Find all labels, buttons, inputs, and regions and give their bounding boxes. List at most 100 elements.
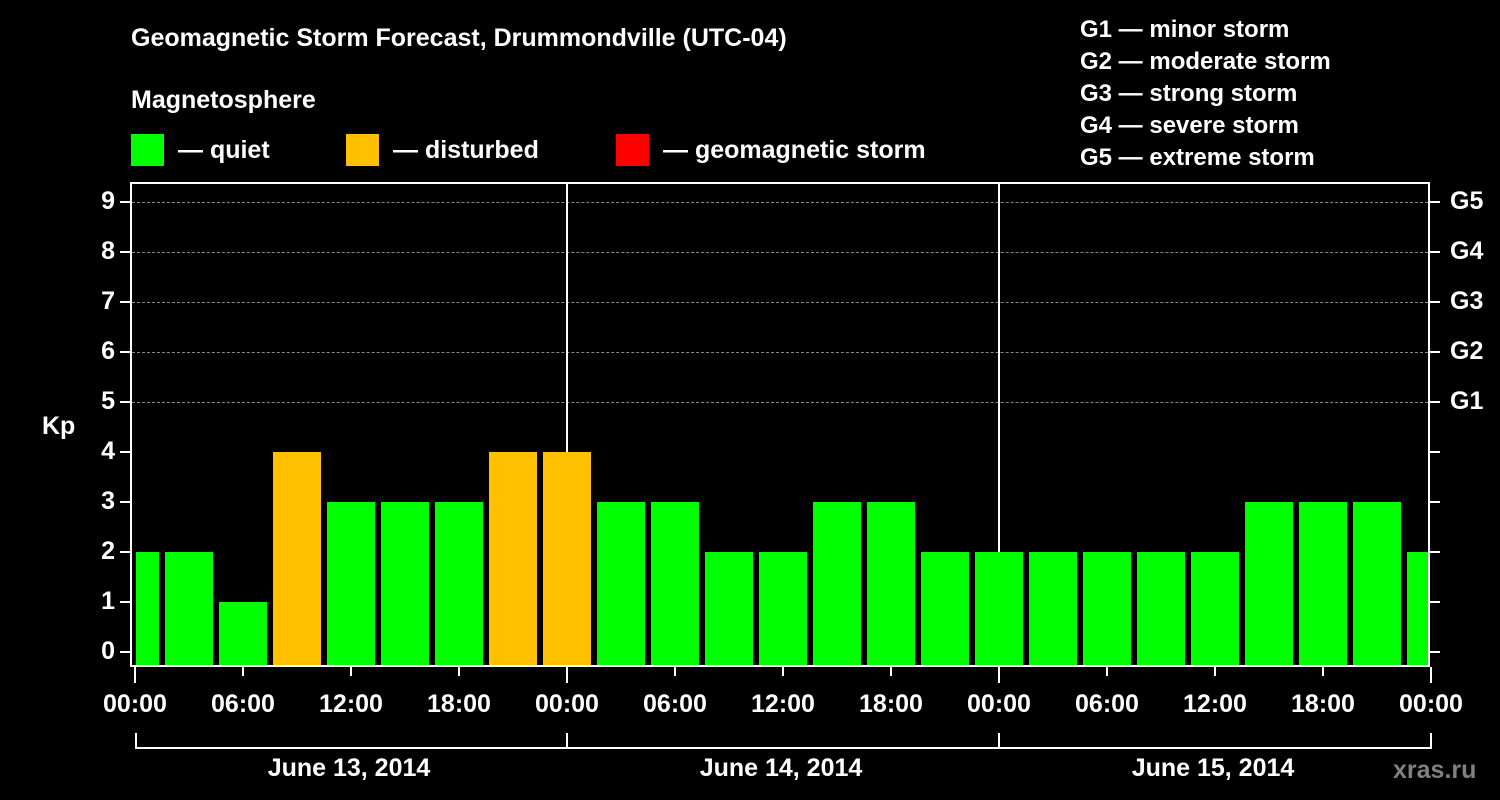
legend-quiet-label: — quiet <box>178 135 270 164</box>
g-scale-label: G3 <box>1450 287 1484 315</box>
legend-storm-label: — geomagnetic storm <box>663 135 926 164</box>
y-tick <box>120 351 130 353</box>
date-label-june-14: June 14, 2014 <box>699 754 863 782</box>
date-label-june-13: June 13, 2014 <box>267 754 431 782</box>
g1-legend: G1 — minor storm <box>1080 16 1290 43</box>
kp-bar <box>921 552 969 666</box>
y-tick-right <box>1430 551 1440 553</box>
day-separator-line <box>566 182 568 667</box>
kp-bar <box>867 502 915 666</box>
g-scale-label: G4 <box>1450 237 1484 265</box>
kp-bar <box>219 602 267 666</box>
kp-bar <box>759 552 807 666</box>
x-tick <box>998 667 1000 683</box>
x-tick <box>1106 667 1108 676</box>
y-tick-label: 4 <box>101 437 115 465</box>
gridline <box>132 402 1428 403</box>
kp-bar <box>1299 502 1347 666</box>
y-tick <box>120 301 130 303</box>
x-tick-label: 18:00 <box>1291 690 1355 718</box>
kp-bar <box>1083 552 1131 666</box>
watermark: xras.ru <box>1393 756 1477 784</box>
y-tick-right <box>1430 351 1440 353</box>
kp-bar <box>1137 552 1185 666</box>
date-label-june-15: June 15, 2014 <box>1131 754 1295 782</box>
kp-bar <box>1191 552 1239 666</box>
kp-bar <box>136 552 159 666</box>
gridline <box>132 352 1428 353</box>
y-tick <box>120 251 130 253</box>
y-tick <box>120 551 130 553</box>
y-tick-label: 3 <box>101 487 115 515</box>
x-tick <box>1322 667 1324 676</box>
legend-disturbed-label: — disturbed <box>393 135 539 164</box>
kp-bar <box>435 502 483 666</box>
kp-bar <box>975 552 1023 666</box>
date-bracket-tick <box>998 733 1000 748</box>
g-scale-label: G1 <box>1450 387 1484 415</box>
gridline <box>132 302 1428 303</box>
legend-disturbed: — disturbed <box>346 134 539 166</box>
storm-swatch-icon <box>616 134 649 166</box>
chart-subtitle: Magnetosphere <box>131 86 316 114</box>
y-tick-label: 7 <box>101 287 115 315</box>
kp-bar <box>597 502 645 666</box>
kp-bar <box>327 502 375 666</box>
g-scale-label: G5 <box>1450 187 1484 215</box>
y-tick-label: 2 <box>101 537 115 565</box>
x-tick <box>566 667 568 683</box>
kp-bar <box>813 502 861 666</box>
x-tick <box>242 667 244 676</box>
y-tick-label: 9 <box>101 187 115 215</box>
y-tick-right <box>1430 401 1440 403</box>
kp-bar <box>1353 502 1401 666</box>
y-tick <box>120 651 130 653</box>
y-tick-right <box>1430 651 1440 653</box>
x-tick-label: 00:00 <box>967 690 1031 718</box>
x-tick-label: 00:00 <box>103 690 167 718</box>
y-tick-label: 6 <box>101 337 115 365</box>
kp-bar <box>1245 502 1293 666</box>
y-tick-right <box>1430 201 1440 203</box>
g-scale-label: G2 <box>1450 337 1484 365</box>
x-tick <box>674 667 676 676</box>
kp-bar <box>165 552 213 666</box>
gridline <box>132 252 1428 253</box>
x-tick-label: 06:00 <box>1075 690 1139 718</box>
date-bracket-tick <box>566 733 568 748</box>
kp-bar <box>273 452 321 666</box>
y-tick <box>120 201 130 203</box>
y-tick-label: 5 <box>101 387 115 415</box>
y-tick-label: 8 <box>101 237 115 265</box>
y-tick-label: 1 <box>101 587 115 615</box>
x-tick-label: 12:00 <box>751 690 815 718</box>
y-tick-right <box>1430 601 1440 603</box>
x-tick <box>890 667 892 676</box>
date-bracket-tick <box>1430 733 1432 748</box>
x-tick-label: 00:00 <box>535 690 599 718</box>
kp-bar <box>1029 552 1077 666</box>
kp-bar <box>489 452 537 666</box>
x-tick <box>350 667 352 676</box>
y-tick-right <box>1430 301 1440 303</box>
x-tick-label: 06:00 <box>211 690 275 718</box>
x-tick <box>1214 667 1216 676</box>
kp-bar <box>543 452 591 666</box>
x-tick-label: 18:00 <box>427 690 491 718</box>
y-tick <box>120 451 130 453</box>
y-tick-label: 0 <box>101 637 115 665</box>
x-tick-label: 06:00 <box>643 690 707 718</box>
plot-frame <box>130 182 1430 667</box>
y-tick-right <box>1430 501 1440 503</box>
disturbed-swatch-icon <box>346 134 379 166</box>
gridline <box>132 202 1428 203</box>
x-tick-label: 12:00 <box>1183 690 1247 718</box>
g3-legend: G3 — strong storm <box>1080 80 1298 107</box>
y-axis-label: Kp <box>42 412 76 440</box>
legend-quiet: — quiet <box>131 134 270 166</box>
y-tick <box>120 401 130 403</box>
x-tick-label: 18:00 <box>859 690 923 718</box>
y-tick-right <box>1430 251 1440 253</box>
kp-bar <box>381 502 429 666</box>
x-tick <box>782 667 784 676</box>
